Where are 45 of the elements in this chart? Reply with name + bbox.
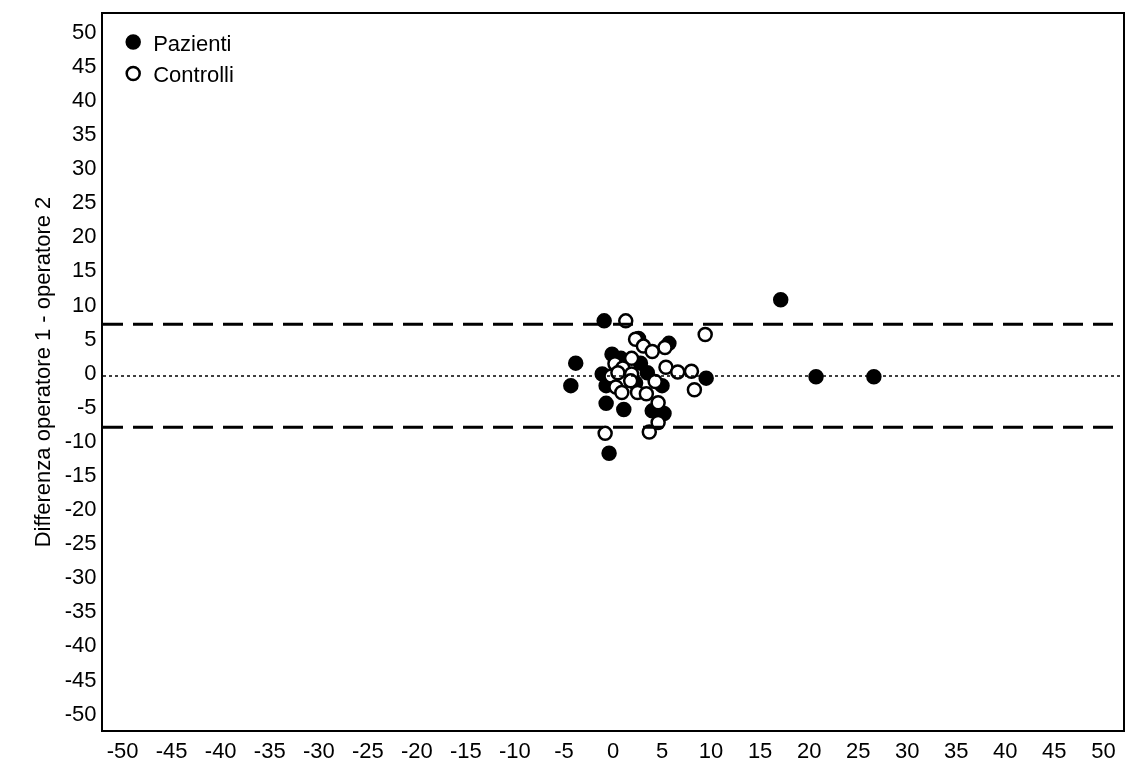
x-tick-label: -40 (204, 738, 237, 764)
x-tick-label: -45 (155, 738, 188, 764)
x-tick-label: -30 (302, 738, 335, 764)
y-axis-title: Differenza operatore 1 - operatore 2 (30, 196, 56, 548)
x-tick-label: -15 (449, 738, 482, 764)
legend-label: Pazienti (153, 30, 232, 56)
x-tick-label: 45 (1042, 738, 1067, 764)
x-tick-label: -50 (106, 738, 139, 764)
x-tick-label: 15 (747, 738, 773, 764)
y-tick-label: 15 (72, 257, 97, 283)
y-tick-label: -45 (64, 666, 97, 692)
x-tick-label: 25 (845, 738, 871, 764)
y-tick-label: -50 (64, 700, 97, 726)
x-tick-label: -25 (351, 738, 384, 764)
y-tick-label: -25 (64, 530, 97, 556)
y-tick-label: 25 (72, 189, 97, 215)
x-tick-label: 40 (993, 738, 1018, 764)
x-tick-label: 10 (698, 738, 724, 764)
x-tick-label: 5 (655, 738, 669, 764)
y-tick-label: -30 (64, 564, 97, 590)
x-tick-label: -5 (554, 738, 574, 764)
x-tick-label: -10 (499, 738, 531, 764)
y-tick-label: -10 (64, 427, 97, 453)
x-tick-label: -20 (400, 738, 433, 764)
y-tick-label: 50 (72, 18, 97, 44)
y-tick-label: -5 (77, 393, 97, 419)
y-tick-label: 30 (72, 155, 97, 181)
legend-label: Controlli (153, 62, 234, 88)
y-tick-label: 5 (84, 325, 97, 351)
x-tick-label: 0 (606, 738, 620, 764)
y-tick-label: -35 (64, 598, 97, 624)
y-tick-label: 45 (72, 52, 97, 78)
y-tick-label: -20 (64, 496, 97, 522)
x-tick-label: 35 (944, 738, 969, 764)
x-tick-label: -35 (253, 738, 286, 764)
x-tick-label: 30 (894, 738, 920, 764)
x-tick-label: 50 (1091, 738, 1116, 764)
y-tick-label: -40 (64, 632, 97, 658)
y-tick-label: 35 (72, 121, 97, 147)
y-tick-label: -15 (64, 461, 97, 487)
x-tick-label: 20 (796, 738, 822, 764)
y-tick-label: 20 (72, 223, 97, 249)
y-tick-label: 0 (84, 359, 97, 385)
y-tick-label: 10 (72, 291, 97, 317)
y-tick-label: 40 (72, 86, 97, 112)
